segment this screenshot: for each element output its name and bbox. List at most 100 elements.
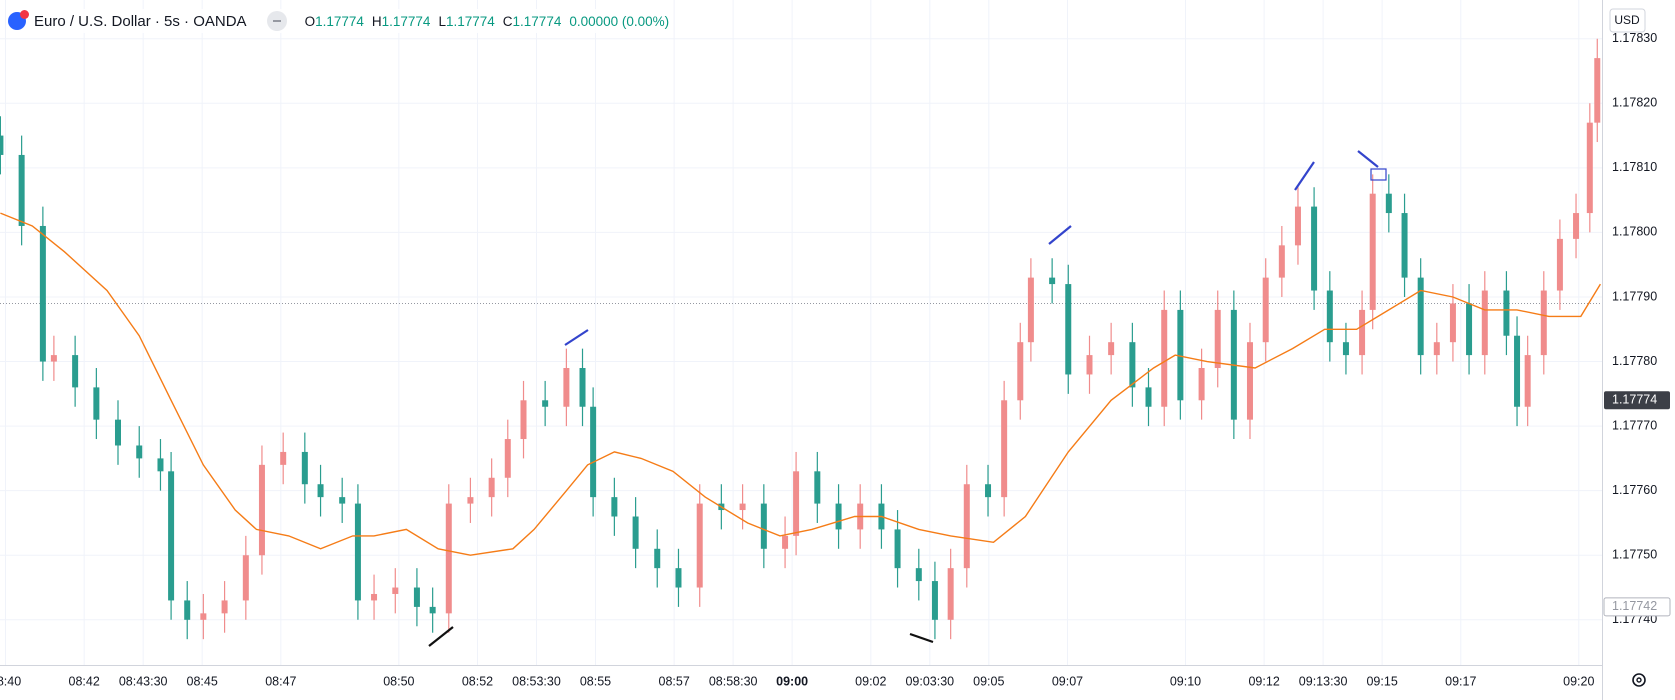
- candle-body: [1433, 342, 1440, 356]
- x-tick-label: 08:58:30: [709, 674, 758, 688]
- x-tick-label: 08:45: [187, 674, 218, 688]
- candle-body: [39, 225, 46, 362]
- candle-body: [200, 613, 207, 620]
- candle-body: [1540, 290, 1547, 356]
- candle-body: [1401, 213, 1408, 278]
- candle-body: [1481, 290, 1488, 356]
- candle-body: [963, 484, 970, 569]
- x-tick-label: 08:52: [462, 674, 493, 688]
- header: Euro / U.S. Dollar · 5s · OANDA O1.17774…: [8, 9, 670, 33]
- x-tick-label: 09:05: [973, 674, 1004, 688]
- ohlc-label: C: [502, 13, 513, 29]
- candle-body: [488, 477, 495, 498]
- candle-body: [542, 400, 549, 407]
- x-tick-label: 09:20: [1563, 674, 1594, 688]
- ohlc-item: C1.17774: [503, 14, 562, 29]
- trend-line[interactable]: [1048, 225, 1072, 245]
- x-tick-label: 08:57: [659, 674, 690, 688]
- candle-body: [301, 451, 308, 485]
- candle-body: [1017, 342, 1024, 401]
- candle-body: [354, 503, 361, 601]
- candle-body: [1049, 277, 1056, 285]
- ohlc-label: H: [371, 13, 382, 29]
- candle-body: [413, 587, 420, 607]
- y-tick-label: 1.17760: [1612, 483, 1657, 497]
- candle-body: [654, 548, 661, 569]
- candle-body: [429, 606, 436, 614]
- candle-body: [18, 154, 25, 226]
- candle-body: [1556, 238, 1563, 291]
- moving-average: [0, 212, 1601, 556]
- ohlc-item: H1.17774: [372, 14, 431, 29]
- ohlc-label: O: [304, 13, 316, 29]
- collapse-button[interactable]: [266, 11, 287, 31]
- candle-body: [1326, 290, 1333, 343]
- candle-body: [157, 458, 164, 472]
- plot-area: [0, 0, 1602, 665]
- x-tick-label: 08:40: [0, 674, 21, 688]
- trend-line[interactable]: [909, 632, 934, 644]
- candle-body: [1311, 206, 1318, 291]
- x-tick-label: 08:50: [383, 674, 414, 688]
- candle-body: [520, 400, 527, 440]
- ohlc-label: L: [438, 13, 446, 29]
- candle-body: [1278, 245, 1285, 278]
- candle-body: [467, 497, 474, 504]
- x-tick-label: 08:47: [265, 674, 296, 688]
- candle-body: [915, 568, 922, 582]
- plot: [0, 38, 1601, 640]
- candle-body: [168, 471, 175, 601]
- candle-body: [985, 484, 992, 498]
- currency-button[interactable]: [1609, 8, 1646, 33]
- x-tick-label: 09:07: [1052, 674, 1083, 688]
- candle-body: [1129, 342, 1136, 388]
- ohlc-value: 1.17774: [315, 13, 364, 29]
- candle-body: [258, 464, 265, 556]
- candle-body: [392, 587, 399, 594]
- trend-line[interactable]: [1357, 150, 1379, 168]
- candle-body: [1177, 309, 1184, 401]
- trend-line[interactable]: [564, 329, 589, 346]
- price-label-box: [1604, 391, 1670, 410]
- candle-body: [136, 445, 143, 459]
- y-tick-label: 1.17800: [1612, 225, 1657, 239]
- candle-body: [563, 368, 570, 407]
- grid: [0, 0, 1602, 665]
- candle-body: [1065, 284, 1072, 375]
- candle-body: [114, 419, 121, 446]
- x-tick-label: 09:17: [1445, 674, 1476, 688]
- candle-body: [782, 535, 789, 549]
- trend-line[interactable]: [1294, 161, 1315, 191]
- rectangle-drawing[interactable]: [1370, 168, 1387, 181]
- candle-body: [696, 503, 703, 588]
- candle-body: [1449, 303, 1456, 343]
- x-tick-label: 08:53:30: [512, 674, 561, 688]
- x-tick-label: 09:13:30: [1299, 674, 1348, 688]
- axes: 1.177401.177501.177601.177701.177801.177…: [0, 31, 1671, 688]
- y-tick-label: 1.17810: [1612, 160, 1657, 174]
- x-tick-label: 09:03:30: [905, 674, 954, 688]
- candle-body: [1246, 342, 1253, 420]
- trend-line[interactable]: [428, 626, 454, 647]
- candle-body: [371, 593, 378, 601]
- candle-body: [931, 581, 938, 620]
- candle-body: [1342, 342, 1349, 356]
- y-tick-label: 1.17790: [1612, 289, 1657, 303]
- symbol-title: Euro / U.S. Dollar · 5s · OANDA: [34, 12, 247, 30]
- x-tick-label: 09:15: [1366, 674, 1397, 688]
- candle-body: [1524, 355, 1531, 407]
- settings-icon[interactable]: [1632, 673, 1646, 687]
- candle-body: [1161, 309, 1168, 407]
- x-tick-label: 09:10: [1170, 674, 1201, 688]
- settings-icon-center: [1636, 677, 1642, 683]
- candle-body: [590, 406, 597, 498]
- candle-body: [221, 600, 228, 614]
- ohlc-value: 1.17774: [512, 13, 562, 29]
- candle-body: [1198, 368, 1205, 401]
- x-tick-label: 09:12: [1248, 674, 1279, 688]
- candle-body: [50, 355, 57, 362]
- candle-body: [504, 439, 511, 478]
- candle-body: [72, 355, 79, 388]
- ohlc: O1.17774 H1.17774 L1.17774 C1.17774: [305, 14, 570, 29]
- price-label: 1.17742: [1612, 599, 1657, 613]
